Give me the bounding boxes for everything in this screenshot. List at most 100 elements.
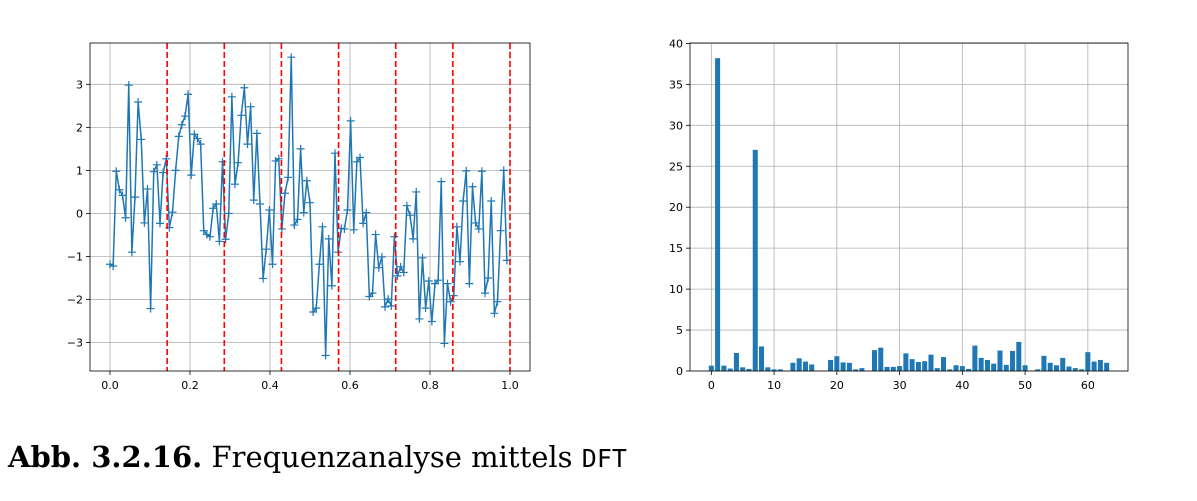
data-point-marker: [315, 260, 324, 269]
data-point-marker: [368, 289, 377, 298]
dft-bar: [884, 366, 890, 371]
dft-bar: [997, 350, 1003, 371]
dft-bar: [909, 359, 915, 371]
y-tick-label: 0: [676, 365, 683, 378]
data-point-marker: [490, 309, 499, 318]
x-tick-label: 0.8: [421, 379, 439, 392]
data-point-marker: [415, 314, 424, 323]
dft-bar: [897, 366, 903, 371]
dft-bar: [809, 364, 815, 371]
time-signal-plot: 0.0 0.2 0.4 0.6 0.8 1.0 −3 −2 −1 0 1 2 3: [67, 42, 531, 392]
signal-line: [109, 57, 508, 356]
data-point-marker: [146, 304, 155, 313]
data-point-marker: [374, 263, 383, 272]
dft-bar: [1003, 364, 1009, 371]
y-tick-label: −1: [67, 251, 83, 264]
data-point-marker: [356, 153, 364, 162]
dft-bar: [840, 362, 846, 371]
dft-bar: [752, 149, 758, 371]
dft-bar: [991, 363, 997, 371]
dft-bar: [972, 345, 978, 371]
dft-bar: [846, 362, 852, 371]
data-point-marker: [306, 198, 314, 207]
dft-bar: [941, 357, 947, 371]
data-point-marker: [171, 166, 180, 175]
data-point-marker: [131, 193, 139, 202]
data-point-marker: [221, 235, 230, 244]
y-tick-label: −2: [67, 294, 83, 307]
data-point-marker: [112, 167, 121, 176]
data-point-marker: [281, 189, 289, 198]
dft-bar: [777, 369, 783, 371]
axes-frame: [689, 42, 1129, 372]
data-point-marker: [377, 252, 386, 261]
dft-bar: [966, 368, 972, 371]
data-point-marker: [440, 339, 449, 348]
data-point-marker: [499, 166, 508, 175]
data-point-marker: [396, 262, 405, 271]
data-point-marker: [187, 171, 196, 180]
dft-bar: [1035, 369, 1041, 371]
dft-bar: [796, 358, 802, 371]
data-point-marker: [493, 297, 502, 306]
data-point-marker: [474, 224, 483, 233]
data-point-marker: [349, 225, 358, 234]
y-tick-label: 5: [676, 324, 683, 337]
dft-bar: [903, 353, 909, 371]
data-point-marker: [193, 134, 202, 143]
data-point-marker: [459, 196, 468, 205]
dft-bar: [1016, 341, 1022, 371]
data-point-marker: [262, 245, 271, 254]
dft-bar: [915, 361, 921, 371]
data-point-marker: [434, 276, 443, 285]
data-point-marker: [149, 167, 158, 176]
dft-bar: [765, 367, 771, 371]
data-point-marker: [127, 248, 136, 257]
caption-text: Frequenzanalyse mittels: [211, 440, 573, 474]
data-point-marker: [299, 208, 308, 217]
data-point-marker: [412, 187, 421, 196]
dft-bar: [1104, 362, 1110, 371]
dft-bar: [740, 367, 746, 371]
dft-bar: [1047, 362, 1053, 371]
data-point-marker: [287, 53, 296, 62]
dft-bar: [1060, 357, 1066, 371]
data-point-marker: [237, 111, 246, 120]
data-point-marker: [162, 154, 171, 163]
data-point-marker: [293, 215, 302, 224]
data-point-marker: [362, 208, 371, 217]
dft-bar: [859, 368, 865, 371]
data-point-marker: [268, 260, 277, 269]
y-tick-label: 3: [76, 78, 83, 91]
data-point-marker: [140, 218, 149, 227]
y-tick-label: 40: [669, 37, 683, 50]
x-tick-label: 20: [830, 379, 844, 392]
dft-bar: [727, 368, 733, 371]
dft-bar: [878, 347, 884, 371]
dft-bar: [890, 366, 896, 371]
x-tick-label: 40: [955, 379, 969, 392]
data-point-marker: [196, 140, 205, 149]
data-point-marker: [184, 90, 193, 99]
data-point-marker: [331, 149, 339, 158]
data-point-marker: [265, 206, 274, 215]
data-point-marker: [259, 274, 268, 283]
data-point-marker: [115, 185, 124, 194]
data-point-marker: [124, 81, 133, 90]
data-point-marker: [446, 297, 455, 306]
x-tick-label: 0.4: [261, 379, 279, 392]
dft-bar: [959, 366, 965, 371]
y-tick-label: 35: [669, 78, 683, 91]
dft-bar: [1066, 366, 1072, 371]
data-point-marker: [215, 237, 224, 246]
data-point-marker: [465, 279, 474, 288]
data-point-marker: [424, 277, 433, 286]
data-point-marker: [234, 158, 243, 167]
y-tick-label: −3: [67, 337, 83, 350]
dft-bar: [1053, 365, 1059, 371]
dft-bar: [1091, 361, 1097, 371]
data-point-marker: [384, 295, 393, 304]
data-point-marker: [402, 201, 411, 210]
x-tick-label: 50: [1018, 379, 1032, 392]
x-tick-label: 0: [708, 379, 715, 392]
